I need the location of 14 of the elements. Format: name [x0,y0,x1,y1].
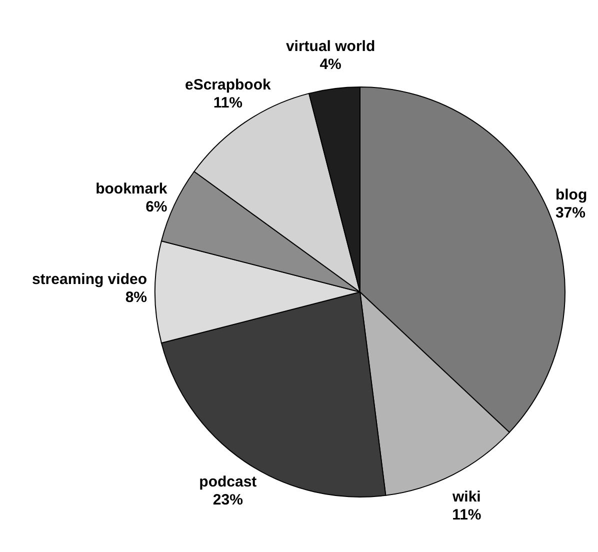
data-label: 11% [213,94,243,112]
slice-label: bookmark [96,180,168,198]
slice-label: blog [555,186,588,204]
slice-label: wiki [452,488,481,506]
data-label: 11% [452,506,482,524]
data-label: 23% [212,491,243,508]
slice-label: eScrapbook [184,76,272,94]
slice-label: streaming video [32,271,147,288]
data-label: 6% [146,198,168,216]
data-label: 37% [555,204,586,222]
data-label: 4% [320,56,342,73]
data-label: 8% [125,289,147,306]
slice-label: virtual world [286,38,376,55]
slice-label: podcast [199,473,257,490]
